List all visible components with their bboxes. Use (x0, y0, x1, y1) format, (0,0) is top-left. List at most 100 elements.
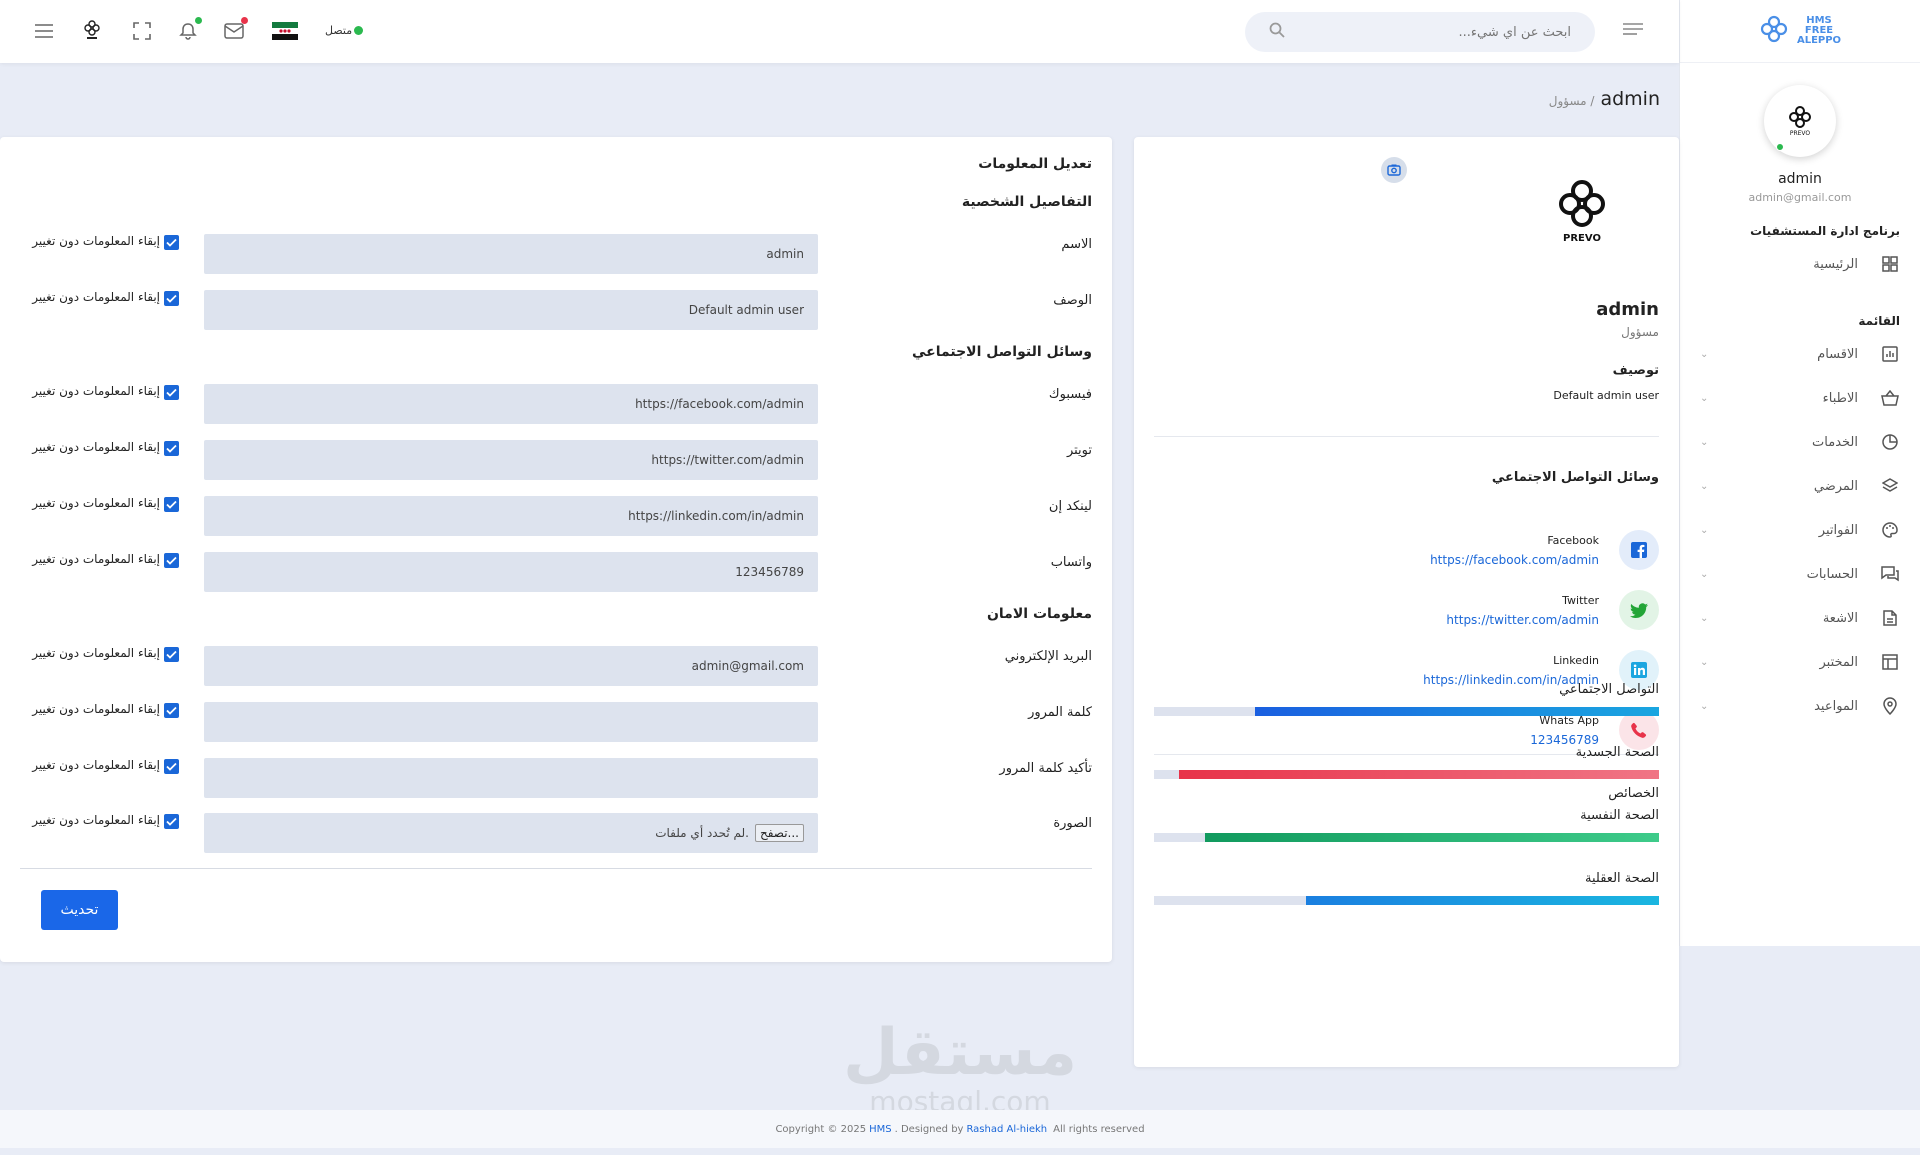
twitter-input[interactable] (204, 440, 818, 480)
footer-hms-link[interactable]: HMS (869, 1123, 892, 1135)
sidebar-item-label: المرضي (1813, 478, 1858, 494)
chevron-down-icon[interactable]: ⌄ (1700, 480, 1709, 492)
flag-icon[interactable] (272, 20, 298, 42)
bell-icon[interactable] (177, 17, 202, 42)
check-icon[interactable] (164, 759, 179, 774)
social-link[interactable]: 123456789 (1530, 732, 1599, 747)
social-link[interactable]: https://twitter.com/admin (1446, 612, 1599, 627)
sidebar-item-home[interactable]: الرئيسية (1680, 242, 1920, 286)
social-row: Linkedin https://linkedin.com/in/admin (1154, 645, 1659, 695)
footer-designed: . Designed by (894, 1123, 964, 1135)
check-icon[interactable] (164, 235, 179, 250)
sidebar-item-3[interactable]: المرضي ⌄ (1680, 464, 1920, 508)
menu-lines-icon[interactable] (1623, 22, 1643, 38)
sidebar-item-0[interactable]: الاقسام ⌄ (1680, 332, 1920, 376)
keep-unchanged-checkbox[interactable]: إبقاء المعلومات دون تغيير (29, 234, 179, 250)
sidebar-item-7[interactable]: المختبر ⌄ (1680, 640, 1920, 684)
sidebar-item-label: المواعيد (1814, 698, 1858, 714)
social-link[interactable]: https://facebook.com/admin (1430, 552, 1599, 567)
sidebar-item-label: الاطباء (1822, 390, 1858, 406)
connection-status: متصل (325, 24, 364, 37)
social-title: وسائل التواصل الاجتماعي (1491, 470, 1659, 485)
password_confirm-input[interactable] (204, 758, 818, 798)
description-input[interactable] (204, 290, 818, 330)
app-logo-icon[interactable] (81, 20, 103, 42)
mail-badge (241, 17, 248, 24)
chevron-down-icon[interactable]: ⌄ (1700, 392, 1709, 404)
keep-unchanged-checkbox[interactable]: إبقاء المعلومات دون تغيير (29, 646, 179, 662)
hamburger-icon[interactable] (33, 20, 55, 42)
chevron-down-icon[interactable]: ⌄ (1700, 568, 1709, 580)
linkedin-icon[interactable] (1619, 650, 1659, 690)
keep-unchanged-checkbox[interactable]: إبقاء المعلومات دون تغيير (29, 702, 179, 718)
avatar[interactable]: PREVO (1764, 85, 1836, 157)
social-section-title: وسائل التواصل الاجتماعي (912, 344, 1092, 360)
facebook-icon[interactable] (1619, 530, 1659, 570)
facebook-input[interactable] (204, 384, 818, 424)
field-label: كلمة المرور (1028, 705, 1092, 720)
linkedin-input[interactable] (204, 496, 818, 536)
sidebar-item-label: الخدمات (1812, 434, 1858, 450)
keep-unchanged-label: إبقاء المعلومات دون تغيير (32, 384, 160, 398)
check-icon[interactable] (164, 385, 179, 400)
keep-unchanged-checkbox[interactable]: إبقاء المعلومات دون تغيير (29, 290, 179, 306)
check-icon[interactable] (164, 497, 179, 512)
basket-icon (1880, 388, 1900, 408)
phone-icon[interactable] (1619, 710, 1659, 750)
sidebar-profile: PREVO admin admin@gmail.com (1680, 63, 1920, 204)
chevron-down-icon[interactable]: ⌄ (1700, 700, 1709, 712)
sidebar-item-1[interactable]: الاطباء ⌄ (1680, 376, 1920, 420)
keep-unchanged-checkbox[interactable]: إبقاء المعلومات دون تغيير (29, 552, 179, 568)
property-item: الصحة العقلية (1154, 871, 1659, 905)
sidebar-item-4[interactable]: الفواتير ⌄ (1680, 508, 1920, 552)
footer-author-link[interactable]: Rashad Al-hiekh (966, 1123, 1048, 1135)
mail-icon[interactable] (223, 17, 248, 42)
email-field-row: البريد الإلكتروني إبقاء المعلومات دون تغي… (0, 646, 1112, 686)
profile-name: admin (1596, 299, 1659, 320)
chevron-down-icon[interactable]: ⌄ (1700, 436, 1709, 448)
keep-unchanged-checkbox[interactable]: إبقاء المعلومات دون تغيير (29, 440, 179, 456)
name-input[interactable] (204, 234, 818, 274)
check-icon[interactable] (164, 291, 179, 306)
brand-logo-icon (1759, 14, 1789, 48)
sidebar-item-5[interactable]: الحسابات ⌄ (1680, 552, 1920, 596)
search-input[interactable] (1285, 24, 1571, 40)
password_confirm-field-row: تأكيد كلمة المرور إبقاء المعلومات دون تغي… (0, 758, 1112, 798)
keep-unchanged-checkbox[interactable]: إبقاء المعلومات دون تغيير (29, 384, 179, 400)
twitter-icon[interactable] (1619, 590, 1659, 630)
personal-title: التفاصيل الشخصية (961, 194, 1092, 210)
search-box (1245, 12, 1595, 52)
check-icon[interactable] (164, 814, 179, 829)
progress-fill (1255, 707, 1659, 716)
chevron-down-icon[interactable]: ⌄ (1700, 524, 1709, 536)
keep-unchanged-checkbox[interactable]: إبقاء المعلومات دون تغيير (29, 496, 179, 512)
breadcrumb-parent[interactable]: / مسؤول (1548, 94, 1595, 108)
chevron-down-icon[interactable]: ⌄ (1700, 348, 1709, 360)
camera-icon[interactable] (1381, 157, 1407, 183)
email-input[interactable] (204, 646, 818, 686)
browse-button[interactable]: تصفح... (754, 824, 804, 842)
search-icon[interactable] (1269, 22, 1285, 42)
palette-icon (1880, 520, 1900, 540)
watermark: مستقل mostaql.com (843, 1018, 1077, 1116)
check-icon[interactable] (164, 647, 179, 662)
field-label: لينكد إن (1048, 499, 1092, 514)
check-icon[interactable] (164, 441, 179, 456)
password-input[interactable] (204, 702, 818, 742)
whatsapp-input[interactable] (204, 552, 818, 592)
social-link[interactable]: https://linkedin.com/in/admin (1423, 672, 1599, 687)
image-file-input[interactable]: لم تُحدد أي ملفات. تصفح... (204, 813, 818, 853)
check-icon[interactable] (164, 553, 179, 568)
brand[interactable]: HMS FREE ALEPPO (1680, 0, 1920, 63)
sidebar-item-2[interactable]: الخدمات ⌄ (1680, 420, 1920, 464)
check-icon[interactable] (164, 703, 179, 718)
keep-unchanged-checkbox[interactable]: إبقاء المعلومات دون تغيير (29, 813, 179, 829)
sidebar-item-8[interactable]: المواعيد ⌄ (1680, 684, 1920, 728)
keep-unchanged-label: إبقاء المعلومات دون تغيير (32, 234, 160, 248)
sidebar-item-6[interactable]: الاشعة ⌄ (1680, 596, 1920, 640)
update-button[interactable]: تحديث (41, 890, 118, 930)
chevron-down-icon[interactable]: ⌄ (1700, 656, 1709, 668)
keep-unchanged-checkbox[interactable]: إبقاء المعلومات دون تغيير (29, 758, 179, 774)
chevron-down-icon[interactable]: ⌄ (1700, 612, 1709, 624)
fullscreen-icon[interactable] (131, 20, 153, 42)
